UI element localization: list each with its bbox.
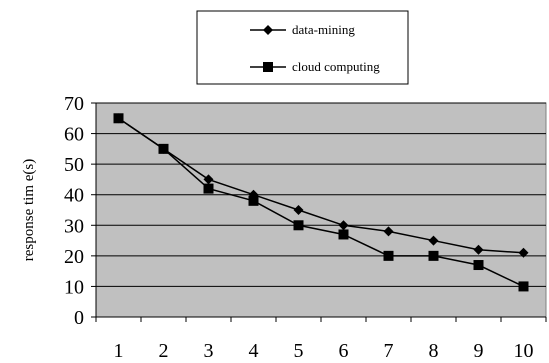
point-cloud-computing-6 [338, 229, 349, 240]
x-tick-label-8: 8 [429, 340, 439, 362]
legend-label-data-mining: data-mining [292, 22, 355, 37]
x-tick-label-2: 2 [159, 340, 169, 362]
series-group [113, 113, 529, 292]
point-cloud-computing-4 [248, 195, 259, 206]
plot-area [95, 102, 547, 318]
y-tick-label-50: 50 [64, 154, 84, 176]
point-data-mining-5 [293, 205, 304, 215]
y-tick-label-70: 70 [64, 93, 84, 115]
point-cloud-computing-2 [158, 143, 169, 154]
y-tick-label-40: 40 [64, 185, 84, 207]
series-line-data-mining [118, 117, 524, 254]
point-cloud-computing-1 [113, 113, 124, 124]
point-cloud-computing-10 [518, 281, 529, 292]
point-data-mining-6 [338, 220, 349, 231]
x-tick-label-3: 3 [204, 340, 214, 362]
x-tick-label-5: 5 [294, 340, 304, 362]
grid-lines [96, 102, 546, 287]
x-tick-label-4: 4 [249, 340, 259, 362]
legend-marker-cloud-computing [263, 62, 273, 72]
point-data-mining-9 [473, 244, 484, 255]
legend-marker-data-mining [263, 25, 273, 35]
y-tick-label-0: 0 [74, 307, 84, 329]
series-line-cloud-computing [118, 117, 524, 288]
x-tick-label-6: 6 [339, 340, 349, 362]
x-axis: 1 2 3 4 5 6 7 8 9 10 [95, 316, 547, 362]
point-cloud-computing-5 [293, 220, 304, 231]
point-cloud-computing-7 [383, 250, 394, 261]
point-data-mining-8 [428, 235, 439, 246]
x-tick-label-10: 10 [514, 340, 534, 362]
legend-box [196, 10, 409, 85]
y-tick-label-20: 20 [64, 246, 84, 268]
point-cloud-computing-3 [203, 183, 214, 194]
point-cloud-computing-8 [428, 250, 439, 261]
y-tick-label-10: 10 [64, 276, 84, 298]
x-tick-label-7: 7 [384, 340, 394, 362]
point-data-mining-3 [203, 174, 214, 185]
point-data-mining-7 [383, 226, 394, 237]
point-cloud-computing-9 [473, 260, 484, 271]
point-data-mining-10 [518, 247, 529, 258]
y-tick-label-60: 60 [64, 124, 84, 146]
y-axis-label: response tim e(s) [21, 159, 37, 261]
legend: data-mining cloud computing [196, 10, 409, 85]
y-tick-label-30: 30 [64, 215, 84, 237]
y-axis: 0 10 20 30 40 50 60 70 [64, 93, 97, 329]
x-tick-label-9: 9 [474, 340, 484, 362]
legend-label-cloud-computing: cloud computing [292, 59, 380, 74]
x-tick-label-1: 1 [114, 340, 124, 362]
